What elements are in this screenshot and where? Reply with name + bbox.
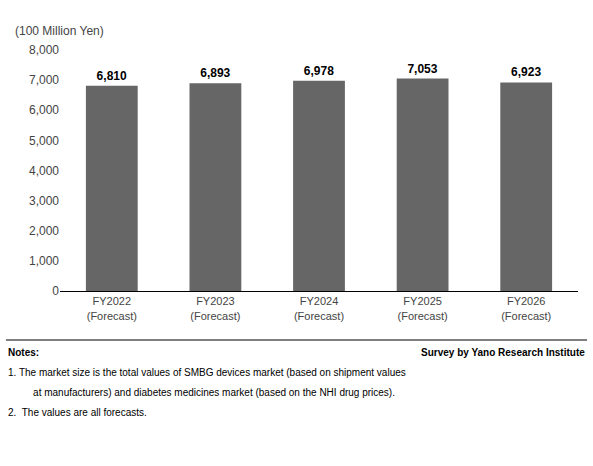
svg-text:FY2026(Forecast): FY2026(Forecast) [501,295,551,321]
svg-text:2. The values are all forecas: 2. The values are all forecasts. [8,407,147,418]
svg-text:1. The market size is the tota: 1. The market size is the total values o… [8,367,406,378]
svg-text:4,000: 4,000 [29,164,59,178]
svg-text:6,978: 6,978 [304,64,334,78]
svg-text:FY2025(Forecast): FY2025(Forecast) [398,295,448,321]
svg-text:6,923: 6,923 [511,65,541,79]
svg-text:0: 0 [52,284,59,298]
svg-text:2,000: 2,000 [29,224,59,238]
svg-text:3,000: 3,000 [29,194,59,208]
svg-text:5,000: 5,000 [29,134,59,148]
svg-text:8,000: 8,000 [29,43,59,57]
svg-text:Notes:: Notes: [8,347,39,358]
svg-text:1,000: 1,000 [29,254,59,268]
svg-text:6,000: 6,000 [29,103,59,117]
svg-text:7,000: 7,000 [29,73,59,87]
svg-text:7,053: 7,053 [407,62,437,76]
svg-text:6,893: 6,893 [200,66,230,80]
svg-text:FY2023(Forecast): FY2023(Forecast) [190,295,240,321]
svg-text:6,810: 6,810 [97,69,127,83]
svg-text:Survey by Yano Research Instit: Survey by Yano Research Institute [421,347,585,358]
svg-text:(100 Million Yen): (100 Million Yen) [15,24,104,38]
svg-text:FY2024(Forecast): FY2024(Forecast) [294,295,344,321]
svg-text:at manufacturers) and diabetes: at manufacturers) and diabetes medicines… [22,387,395,398]
svg-text:FY2022(Forecast): FY2022(Forecast) [87,295,137,321]
